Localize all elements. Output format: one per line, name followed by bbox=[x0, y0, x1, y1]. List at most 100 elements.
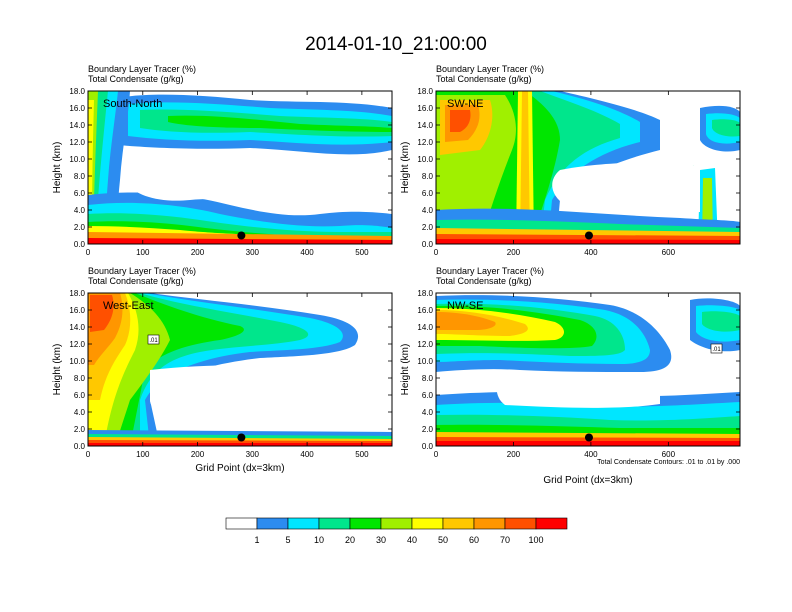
x-tick-label: 100 bbox=[136, 248, 150, 257]
colorbar-swatch bbox=[442, 517, 475, 530]
y-tick-label: 6.0 bbox=[74, 391, 86, 400]
x-tick-label: 400 bbox=[300, 248, 314, 257]
y-tick-label: 2.0 bbox=[422, 425, 434, 434]
y-tick-label: 18.0 bbox=[69, 87, 85, 96]
panel-south-north: Boundary Layer Tracer (%) Total Condensa… bbox=[52, 64, 393, 257]
colorbar-label: 40 bbox=[407, 535, 417, 545]
colorbar-label: 50 bbox=[438, 535, 448, 545]
heatmap-field bbox=[436, 91, 740, 244]
y-tick-label: 14.0 bbox=[417, 121, 433, 130]
x-tick-label: 0 bbox=[86, 248, 91, 257]
colorbar-label: 30 bbox=[376, 535, 386, 545]
contour-label-text: .01 bbox=[149, 338, 158, 344]
panel-subtitle-line2: Total Condensate (g/kg) bbox=[88, 74, 184, 84]
y-tick-label: 6.0 bbox=[74, 189, 86, 198]
location-marker bbox=[584, 433, 593, 442]
x-tick-label: 100 bbox=[136, 450, 150, 459]
colorbar: 1 5 10 20 30 40 50 60 70 100 bbox=[225, 517, 568, 545]
contour-label-text: .01 bbox=[712, 347, 721, 353]
y-tick-label: 6.0 bbox=[422, 189, 434, 198]
heatmap-field bbox=[88, 293, 392, 446]
y-tick-label: 4.0 bbox=[74, 408, 86, 417]
y-tick-label: 18.0 bbox=[69, 289, 85, 298]
x-tick-label: 200 bbox=[191, 248, 205, 257]
panel-subtitle-line2: Total Condensate (g/kg) bbox=[88, 276, 184, 286]
colorbar-label: 60 bbox=[469, 535, 479, 545]
location-marker bbox=[584, 231, 593, 240]
colorbar-label: 20 bbox=[345, 535, 355, 545]
colorbar-swatch bbox=[473, 517, 506, 530]
y-tick-label: 8.0 bbox=[74, 374, 86, 383]
y-tick-label: 4.0 bbox=[422, 408, 434, 417]
colorbar-swatch bbox=[318, 517, 351, 530]
contour-label: .01 bbox=[147, 334, 160, 345]
panel-subtitle-line1: Boundary Layer Tracer (%) bbox=[88, 64, 196, 74]
contour-footnote: Total Condensate Contours: .01 to .01 by… bbox=[597, 459, 740, 466]
y-tick-label: 12.0 bbox=[417, 340, 433, 349]
y-tick-label: 4.0 bbox=[74, 206, 86, 215]
x-tick-label: 400 bbox=[584, 248, 598, 257]
x-tick-label: 300 bbox=[246, 248, 260, 257]
panel-annotation: South-North bbox=[103, 98, 162, 110]
colorbar-swatch bbox=[504, 517, 537, 530]
colorbar-swatch bbox=[256, 517, 289, 530]
contour-label: .01 bbox=[710, 343, 723, 354]
x-tick-label: 200 bbox=[191, 450, 205, 459]
panel-annotation: SW-NE bbox=[447, 98, 483, 110]
x-tick-label: 200 bbox=[507, 450, 521, 459]
colorbar-swatch bbox=[349, 517, 382, 530]
heatmap-field bbox=[436, 293, 740, 446]
panel-west-east: Boundary Layer Tracer (%) Total Condensa… bbox=[52, 266, 393, 474]
heatmap-field bbox=[88, 91, 392, 244]
x-tick-label: 500 bbox=[355, 450, 369, 459]
panel-subtitle-line1: Boundary Layer Tracer (%) bbox=[436, 266, 544, 276]
colorbar-label: 5 bbox=[285, 535, 290, 545]
x-axis-label: Grid Point (dx=3km) bbox=[543, 475, 632, 486]
y-axis-label: Height (km) bbox=[400, 142, 411, 194]
y-tick-label: 12.0 bbox=[69, 138, 85, 147]
y-tick-label: 10.0 bbox=[69, 357, 85, 366]
panel-subtitle-line1: Boundary Layer Tracer (%) bbox=[436, 64, 544, 74]
colorbar-swatch bbox=[287, 517, 320, 530]
panel-sw-ne: Boundary Layer Tracer (%) Total Condensa… bbox=[400, 64, 741, 257]
y-tick-label: 2.0 bbox=[422, 223, 434, 232]
y-tick-label: 2.0 bbox=[74, 425, 86, 434]
x-tick-label: 500 bbox=[355, 248, 369, 257]
x-tick-label: 0 bbox=[434, 248, 439, 257]
plot-frame bbox=[435, 292, 741, 447]
panel-subtitle-line1: Boundary Layer Tracer (%) bbox=[88, 266, 196, 276]
y-tick-label: 8.0 bbox=[422, 374, 434, 383]
panel-subtitle-line2: Total Condensate (g/kg) bbox=[436, 74, 532, 84]
colorbar-label: 70 bbox=[500, 535, 510, 545]
x-tick-label: 400 bbox=[584, 450, 598, 459]
panel-annotation: NW-SE bbox=[447, 300, 483, 312]
y-tick-label: 14.0 bbox=[69, 323, 85, 332]
y-tick-label: 16.0 bbox=[417, 306, 433, 315]
colorbar-label: 10 bbox=[314, 535, 324, 545]
panel-subtitle-line2: Total Condensate (g/kg) bbox=[436, 276, 532, 286]
y-tick-label: 10.0 bbox=[69, 155, 85, 164]
location-marker bbox=[237, 231, 246, 240]
x-tick-label: 300 bbox=[246, 450, 260, 459]
plot-frame bbox=[87, 292, 393, 447]
y-axis-label: Height (km) bbox=[52, 344, 63, 396]
y-tick-label: 10.0 bbox=[417, 357, 433, 366]
colorbar-swatch bbox=[535, 517, 568, 530]
y-tick-label: 16.0 bbox=[417, 104, 433, 113]
y-tick-label: 2.0 bbox=[74, 223, 86, 232]
y-axis-label: Height (km) bbox=[52, 142, 63, 194]
x-axis-label: Grid Point (dx=3km) bbox=[195, 463, 284, 474]
y-tick-label: 4.0 bbox=[422, 206, 434, 215]
x-tick-label: 0 bbox=[434, 450, 439, 459]
y-tick-label: 8.0 bbox=[422, 172, 434, 181]
y-tick-label: 10.0 bbox=[417, 155, 433, 164]
y-tick-label: 6.0 bbox=[422, 391, 434, 400]
y-tick-label: 18.0 bbox=[417, 87, 433, 96]
x-tick-label: 600 bbox=[662, 248, 676, 257]
y-tick-label: 12.0 bbox=[69, 340, 85, 349]
x-tick-label: 0 bbox=[86, 450, 91, 459]
x-tick-label: 400 bbox=[300, 450, 314, 459]
y-tick-label: 14.0 bbox=[69, 121, 85, 130]
x-tick-label: 600 bbox=[662, 450, 676, 459]
